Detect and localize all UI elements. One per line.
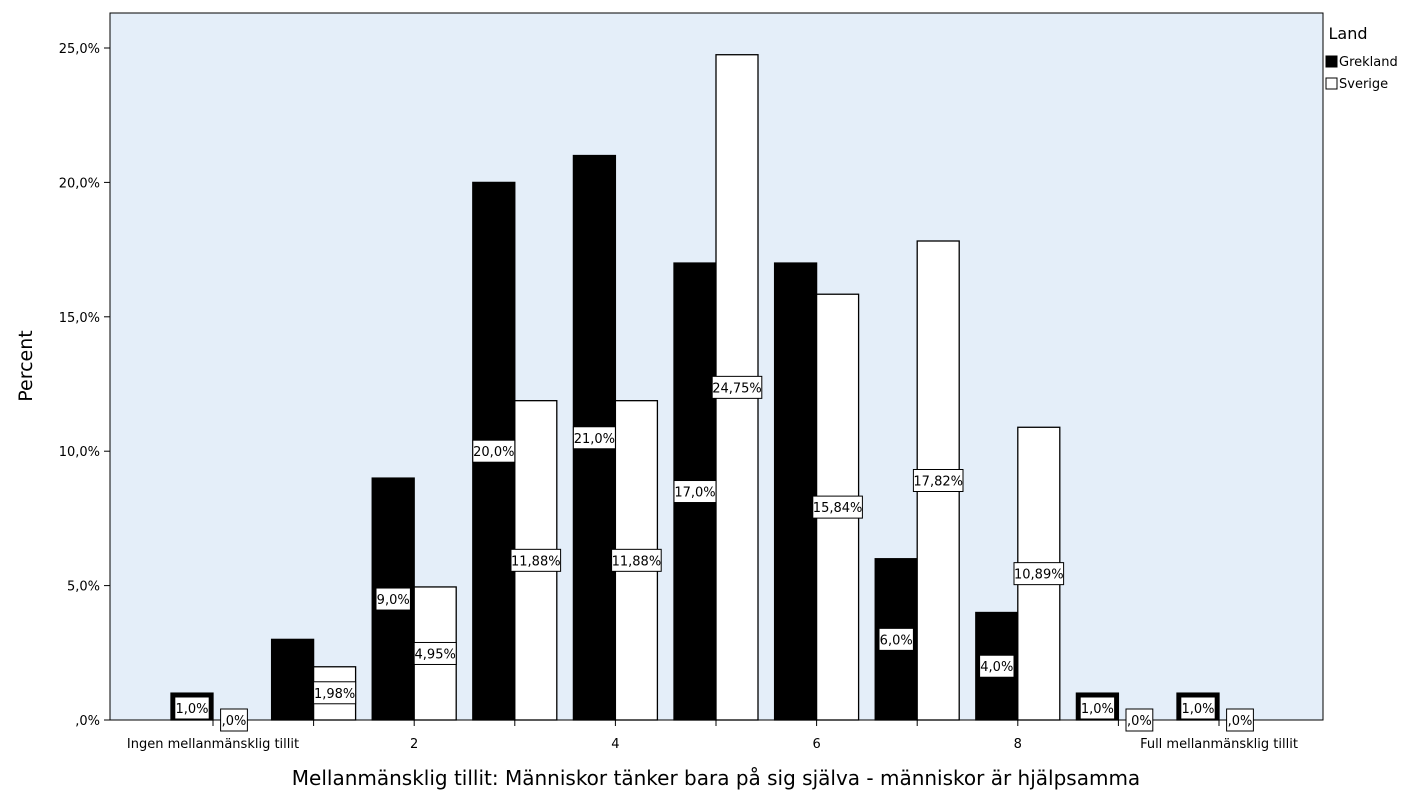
y-tick-label: 5,0%: [67, 580, 100, 595]
legend-label-sverige: Sverige: [1339, 77, 1388, 92]
data-label-grekland-10: 1,0%: [1180, 696, 1216, 720]
data-label: 4,0%: [980, 660, 1013, 675]
data-label-grekland-3: 20,0%: [472, 439, 516, 463]
data-label: ,0%: [222, 714, 247, 729]
data-label-grekland-8: 4,0%: [979, 654, 1015, 678]
data-label-sverige-5: 24,75%: [711, 375, 763, 399]
x-tick-label: Full mellanmänsklig tillit: [1140, 737, 1298, 752]
y-tick-label: 25,0%: [59, 42, 100, 57]
data-label-sverige-3: 11,88%: [510, 548, 562, 572]
legend-swatch-grekland: [1325, 55, 1338, 68]
data-label: 9,0%: [377, 593, 410, 608]
data-label: 24,75%: [712, 381, 762, 396]
data-label-sverige-9: ,0%: [1125, 708, 1154, 732]
data-label-box: [611, 548, 662, 572]
data-label: 1,0%: [175, 702, 208, 717]
data-label-box: [413, 641, 457, 665]
data-label-grekland-4: 21,0%: [572, 426, 616, 450]
data-label-box: [912, 468, 964, 492]
data-label-sverige-7: 17,82%: [912, 468, 964, 492]
data-label: 17,82%: [913, 474, 963, 489]
bar-grekland-6: [773, 262, 818, 721]
data-label: 4,95%: [415, 647, 456, 662]
data-label-sverige-10: ,0%: [1226, 708, 1254, 732]
data-label-box: [1013, 562, 1065, 586]
x-tick-label: 2: [410, 737, 418, 752]
x-axis: Ingen mellanmänsklig tillit 2 4 6 8 Full mell…: [127, 720, 1298, 752]
legend: Land Grekland Sverige: [1325, 24, 1398, 92]
data-label: 1,0%: [1081, 702, 1114, 717]
x-tick-label: 4: [611, 737, 619, 752]
data-label: ,0%: [1228, 714, 1253, 729]
data-label: 6,0%: [880, 633, 913, 648]
data-label-box: [1125, 708, 1154, 732]
data-label: 1,98%: [314, 687, 355, 702]
y-tick-label: 10,0%: [59, 445, 100, 460]
data-label-box: [1180, 696, 1216, 720]
data-label-sverige-8: 10,89%: [1013, 562, 1065, 586]
data-label-box: [510, 548, 562, 572]
x-axis-title: Mellanmänsklig tillit: Människor tänker …: [292, 766, 1140, 790]
data-label-box: [711, 375, 763, 399]
data-label-box: [1226, 708, 1254, 732]
data-label: ,0%: [1127, 714, 1152, 729]
data-label-grekland-0: 1,0%: [174, 696, 210, 720]
data-label: 11,88%: [612, 554, 662, 569]
data-label-grekland-9: 1,0%: [1079, 696, 1116, 720]
x-tick-label: 6: [812, 737, 820, 752]
data-label-box: [375, 587, 411, 611]
legend-label-grekland: Grekland: [1339, 55, 1398, 70]
data-label-grekland-2: 9,0%: [375, 587, 411, 611]
data-label: 11,88%: [511, 554, 561, 569]
data-labels: 1,0% 9,0% 20,0% 21,0% 17,0% 6,0% 4,0% 1,0% 1,0%,…: [174, 375, 1254, 732]
y-axis-title: Percent: [15, 330, 37, 402]
data-label-box: [979, 654, 1015, 678]
data-label-sverige-1: 1,98%: [313, 681, 357, 705]
data-label-box: [220, 708, 248, 732]
data-label-box: [572, 426, 616, 450]
data-label: 20,0%: [473, 445, 514, 460]
data-label-grekland-5: 17,0%: [673, 480, 717, 504]
data-label-grekland-7: 6,0%: [878, 627, 914, 651]
x-tick-label: 8: [1014, 737, 1022, 752]
data-label-sverige-4: 11,88%: [611, 548, 662, 572]
data-label-box: [472, 439, 516, 463]
data-label: 21,0%: [574, 432, 615, 447]
data-label-box: [812, 495, 863, 519]
data-label: 17,0%: [674, 486, 715, 501]
data-label-box: [1079, 696, 1116, 720]
data-label-box: [878, 627, 914, 651]
y-tick-label: 20,0%: [59, 176, 100, 191]
data-label-sverige-2: 4,95%: [413, 641, 457, 665]
data-label-box: [313, 681, 357, 705]
data-label: 15,84%: [813, 501, 863, 516]
data-label-sverige-0: ,0%: [220, 708, 248, 732]
data-label: 1,0%: [1181, 702, 1214, 717]
y-tick-label: ,0%: [75, 714, 100, 729]
x-tick-label: Ingen mellanmänsklig tillit: [127, 737, 299, 752]
data-label: 10,89%: [1014, 568, 1064, 583]
data-label-sverige-6: 15,84%: [812, 495, 863, 519]
legend-swatch-sverige: [1325, 77, 1338, 90]
y-axis: ,0% 5,0% 10,0% 15,0% 20,0% 25,0%: [59, 42, 110, 729]
bar-grekland-1: [270, 638, 315, 721]
data-label-box: [673, 480, 717, 504]
legend-title: Land: [1328, 24, 1367, 43]
y-tick-label: 15,0%: [59, 311, 100, 326]
data-label-box: [174, 696, 210, 720]
